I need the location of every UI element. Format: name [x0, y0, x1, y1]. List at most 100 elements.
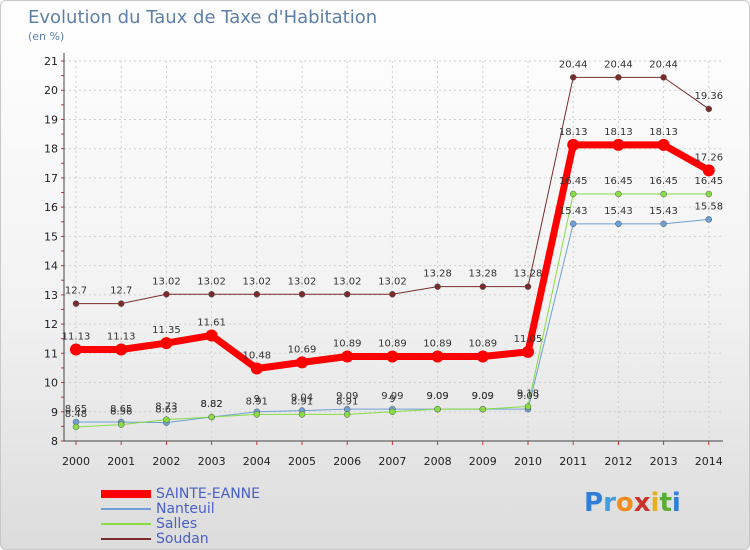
data-label-soudan: 13.02 [378, 276, 407, 287]
x-tick-label: 2009 [469, 455, 497, 468]
data-point-sainte-eanne [431, 350, 444, 363]
data-point-salles [117, 421, 125, 428]
data-point-soudan [524, 283, 532, 290]
logo-letter: P [584, 488, 604, 518]
data-label-salles: 8.48 [65, 409, 87, 420]
x-tick-label: 2011 [559, 455, 587, 468]
data-point-sainte-eanne [341, 350, 354, 363]
data-point-sainte-eanne [205, 329, 218, 342]
x-tick-label: 2012 [604, 455, 632, 468]
y-tick-label: 16 [44, 201, 58, 214]
data-label-sainte-eanne: 11.61 [197, 317, 226, 328]
data-point-sainte-eanne [70, 343, 82, 356]
y-tick-label: 8 [51, 435, 58, 448]
data-label-salles: 8.91 [246, 396, 268, 407]
data-label-soudan: 19.36 [694, 91, 723, 102]
data-point-sainte-eanne [296, 356, 308, 369]
data-label-soudan: 13.28 [468, 269, 497, 280]
data-point-soudan [705, 105, 713, 113]
y-tick-label: 14 [44, 260, 58, 273]
y-tick-label: 12 [44, 318, 58, 331]
data-point-salles [298, 411, 306, 418]
data-label-salles: 8.56 [110, 407, 132, 418]
y-tick-label: 20 [44, 84, 58, 97]
data-point-salles [524, 403, 532, 410]
data-point-salles [479, 405, 487, 413]
data-label-soudan: 12.7 [65, 286, 87, 297]
data-label-soudan: 13.02 [197, 276, 226, 287]
data-label-nanteuil: 15.43 [559, 206, 588, 217]
data-point-sainte-eanne [160, 337, 173, 350]
data-label-nanteuil: 15.43 [604, 206, 633, 217]
proxiti-logo: Proxiti [584, 488, 681, 518]
x-tick-label: 2004 [243, 455, 271, 468]
data-point-sainte-eanne [702, 164, 715, 177]
data-point-soudan [569, 74, 577, 81]
y-tick-label: 21 [44, 55, 58, 68]
data-label-soudan: 12.7 [110, 286, 132, 297]
data-label-salles: 9.09 [426, 391, 448, 402]
data-point-sainte-eanne [386, 350, 399, 363]
data-label-soudan: 13.28 [514, 269, 543, 280]
x-tick-label: 2000 [62, 455, 90, 468]
data-label-nanteuil: 9.04 [291, 393, 313, 404]
data-label-nanteuil: 9.09 [381, 391, 403, 402]
data-label-nanteuil: 8.63 [155, 405, 177, 416]
data-point-soudan [253, 291, 261, 298]
data-point-salles [253, 411, 261, 418]
data-point-soudan [163, 291, 170, 298]
data-point-salles [660, 190, 667, 198]
data-point-salles [163, 416, 170, 423]
data-point-nanteuil [660, 220, 667, 228]
data-label-soudan: 13.02 [288, 276, 317, 287]
legend-label: Salles [156, 516, 198, 532]
data-label-salles: 16.45 [649, 176, 678, 187]
plot-area [64, 61, 723, 441]
data-label-soudan: 13.02 [242, 276, 271, 287]
data-label-nanteuil: 9.09 [517, 391, 539, 402]
data-point-salles [389, 408, 396, 416]
y-tick-label: 17 [44, 172, 58, 185]
data-label-soudan: 20.44 [604, 59, 633, 70]
legend-swatch [101, 508, 151, 510]
data-label-salles: 16.45 [604, 176, 633, 187]
y-tick-label: 19 [44, 113, 58, 126]
chart-title: Evolution du Taux de Taxe d'Habitation [28, 7, 378, 28]
x-tick-label: 2010 [514, 455, 542, 468]
grid-lines [64, 60, 723, 441]
data-label-nanteuil: 9 [254, 394, 260, 405]
data-label-sainte-eanne: 10.89 [378, 339, 407, 350]
x-tick-label: 2001 [107, 455, 135, 468]
data-point-nanteuil [705, 216, 713, 223]
data-label-salles: 8.91 [336, 396, 358, 407]
data-point-soudan [117, 300, 125, 307]
data-label-sainte-eanne: 11.35 [152, 325, 181, 336]
logo-letter: o [615, 488, 634, 518]
data-label-sainte-eanne: 11.13 [62, 332, 91, 343]
x-tick-label: 2014 [695, 455, 723, 468]
data-label-soudan: 13.28 [423, 269, 452, 280]
data-point-salles [343, 411, 351, 418]
logo-letter: x [633, 488, 651, 518]
data-point-salles [705, 190, 713, 198]
data-point-nanteuil [569, 220, 577, 228]
data-label-soudan: 20.44 [559, 59, 588, 70]
data-point-soudan [434, 283, 441, 290]
data-label-salles: 9.09 [472, 391, 494, 402]
data-point-salles [569, 190, 577, 198]
data-label-nanteuil: 8.65 [65, 404, 87, 415]
data-label-soudan: 13.02 [152, 276, 181, 287]
x-tick-label: 2003 [198, 455, 226, 468]
data-label-sainte-eanne: 18.13 [649, 127, 678, 138]
data-point-nanteuil [615, 220, 622, 228]
y-tick-label: 9 [51, 406, 58, 419]
legend-swatch [101, 538, 151, 540]
x-tick-label: 2002 [152, 455, 180, 468]
data-label-salles: 16.45 [559, 176, 588, 187]
data-label-soudan: 13.02 [333, 276, 362, 287]
data-point-soudan [389, 291, 396, 298]
data-point-sainte-eanne [522, 345, 534, 358]
data-label-nanteuil: 9.09 [426, 391, 448, 402]
